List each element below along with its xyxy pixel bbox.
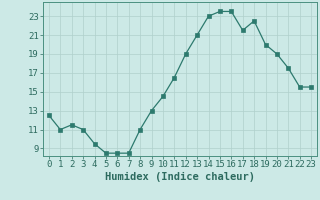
X-axis label: Humidex (Indice chaleur): Humidex (Indice chaleur) bbox=[105, 172, 255, 182]
